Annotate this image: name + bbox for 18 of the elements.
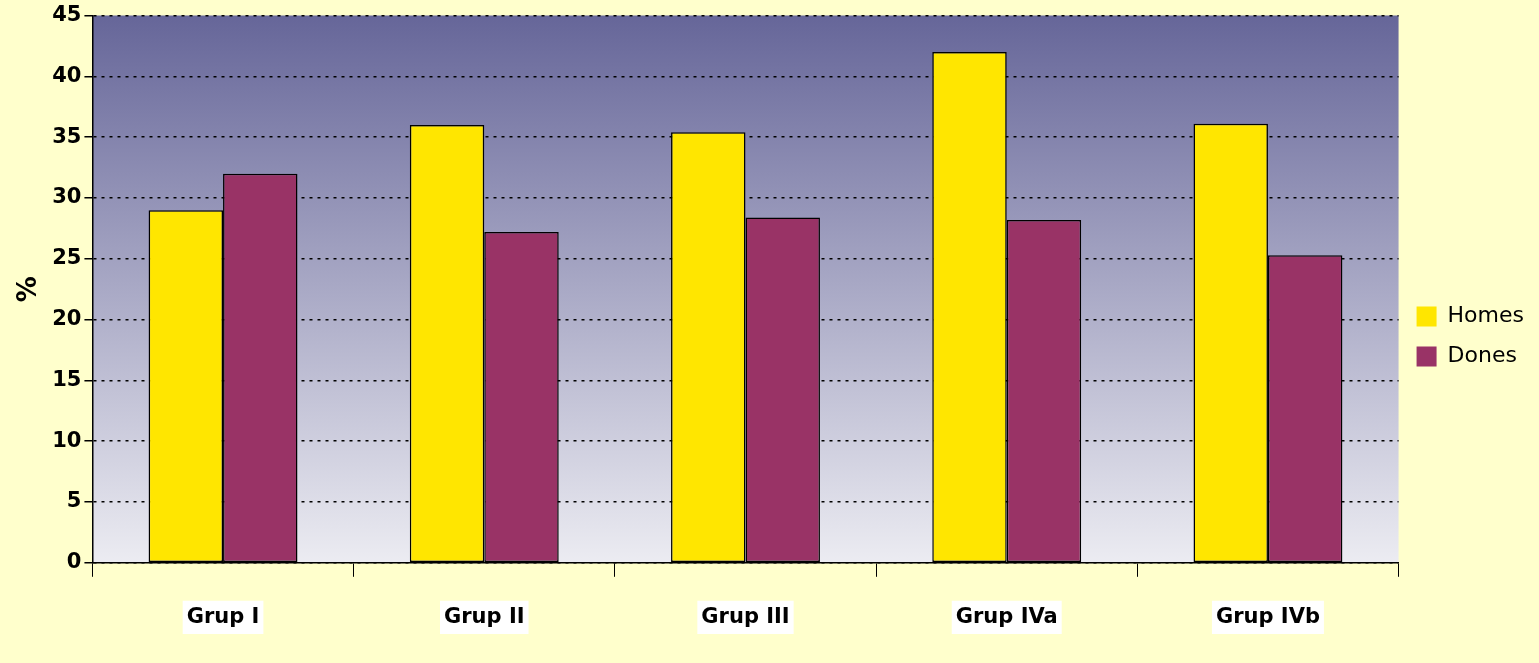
y-tick-label: 20 <box>52 306 82 331</box>
y-tick-label: 10 <box>52 427 82 452</box>
y-tick-label: 25 <box>52 245 82 270</box>
y-tick-label: 5 <box>66 488 82 513</box>
y-tick-label: 0 <box>66 549 82 574</box>
legend-label: Dones <box>1447 342 1517 368</box>
y-tick-label: 40 <box>52 62 82 87</box>
x-tick-label: Grup IVb <box>1215 603 1320 628</box>
legend-label: Homes <box>1447 302 1525 328</box>
x-tick-label: Grup I <box>186 603 260 628</box>
y-tick-label: 30 <box>52 184 82 209</box>
y-tick-label: 35 <box>52 123 82 148</box>
y-tick-label: 45 <box>52 2 82 27</box>
x-tick-label: Grup III <box>701 603 790 628</box>
y-tick-label: 15 <box>52 366 82 391</box>
y-axis-title: % <box>12 276 43 303</box>
x-tick-label: Grup IVa <box>955 603 1058 628</box>
x-tick-label: Grup II <box>444 603 525 628</box>
